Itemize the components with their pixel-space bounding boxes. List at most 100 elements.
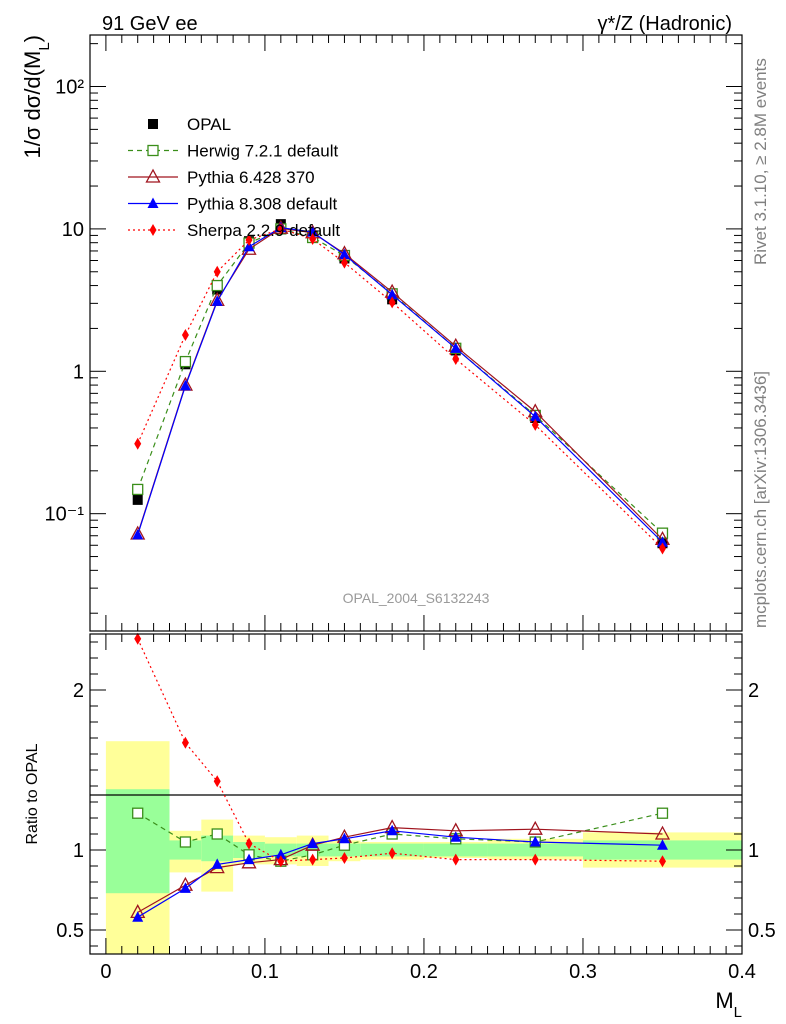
pythia-8-308-default-ratio-point	[338, 832, 350, 844]
main-y-tick-label: 10	[62, 219, 84, 241]
pythia-8-308-default-ratio-point	[132, 911, 144, 922]
herwig-7-2-1-default-point	[211, 279, 223, 292]
legend-label-pythia-6-428-370: Pythia 6.428 370	[187, 168, 315, 187]
pythia-6-428-370-ratio-point	[654, 825, 671, 840]
pythia-8-308-default-ratio-point	[529, 836, 541, 847]
legend-marker-pythia-6-428-370	[145, 168, 161, 183]
sherpa-2-2-9-default-point	[388, 296, 396, 309]
sherpa-2-2-9-default-point	[340, 256, 348, 269]
sherpa-2-2-9-default-ratio-point	[388, 847, 396, 860]
analysis-id: OPAL_2004_S6132243	[343, 590, 490, 606]
herwig-7-2-1-default-ratio-point	[179, 836, 192, 848]
ratio-y-tick-label-left: 1	[73, 840, 84, 862]
band-inner	[105, 789, 170, 894]
herwig-7-2-1-default-point	[132, 483, 144, 496]
pythia-8-308-default-ratio-point	[211, 858, 223, 869]
sherpa-2-2-9-default-point	[452, 352, 460, 365]
x-tick-label: 0.4	[728, 961, 756, 983]
ratio-y-axis-label: Ratio to OPAL	[24, 743, 41, 844]
pythia-8-308-default-point	[211, 295, 223, 306]
sherpa-2-2-9-default-point	[245, 234, 253, 247]
sherpa-2-2-9-default-ratio-point	[340, 852, 348, 864]
sherpa-2-2-9-default-line	[137, 228, 663, 549]
pythia-6-428-370-ratio-point	[527, 820, 543, 835]
pythia-8-308-default-ratio-point	[656, 839, 668, 850]
herwig-7-2-1-default-line	[137, 228, 663, 534]
sherpa-2-2-9-default-ratio-point	[531, 853, 539, 866]
sherpa-2-2-9-default-point	[658, 542, 666, 555]
pythia-8-308-default-ratio-point	[307, 837, 319, 849]
main-y-tick-label: 10²	[55, 77, 84, 99]
sherpa-2-2-9-default-point	[531, 418, 539, 431]
pythia-8-308-default-point	[179, 379, 191, 391]
ratio-series	[130, 632, 671, 922]
pythia-8-308-default-point	[386, 288, 398, 300]
pythia-8-308-default-point	[529, 410, 541, 422]
sherpa-2-2-9-default-ratio-point	[277, 855, 285, 868]
legend-label-pythia-8-308-default: Pythia 8.308 default	[187, 195, 338, 214]
pythia-8-308-default-ratio-point	[243, 853, 255, 865]
ratio-ticks: 0.5 0.5 1 1 2 2 0 0.1 0.2 0.3 0.4	[56, 634, 776, 983]
main-y-tick-label: 1	[73, 361, 84, 383]
main-y-tick-label: 10⁻¹	[45, 504, 85, 526]
sherpa-2-2-9-default-point	[277, 222, 285, 235]
herwig-7-2-1-default-ratio-point	[132, 807, 144, 819]
legend-marker-pythia-8-308-default	[147, 197, 159, 208]
legend-label-opal: OPAL	[187, 115, 231, 134]
ratio-y-tick-label-right: 2	[748, 680, 759, 702]
x-tick-label: 0	[100, 961, 111, 983]
ratio-y-tick-label-left: 2	[73, 680, 84, 702]
band-inner	[423, 843, 488, 857]
sherpa-2-2-9-default-ratio-point	[213, 775, 221, 788]
legend-label-herwig-7-2-1-default: Herwig 7.2.1 default	[187, 142, 338, 161]
x-tick-label: 0.2	[410, 961, 438, 983]
header-right: γ*/Z (Hadronic)	[598, 13, 732, 35]
legend: OPAL Herwig 7.2.1 default Pythia 6.428 370…	[128, 115, 340, 240]
legend-marker-sherpa-2-2-9-default	[149, 224, 157, 236]
sherpa-2-2-9-default-ratio-point	[134, 632, 142, 645]
opal-point	[132, 494, 143, 505]
pythia-8-308-default-point	[656, 536, 668, 547]
legend-marker-opal	[148, 119, 158, 129]
band-inner	[201, 835, 234, 862]
sherpa-2-2-9-default-ratio-point	[309, 853, 317, 866]
legend-marker-herwig-7-2-1-default	[147, 144, 159, 157]
x-tick-label: 0.3	[569, 961, 597, 983]
band-inner	[487, 843, 583, 857]
sherpa-2-2-9-default-ratio-point	[658, 855, 666, 868]
main-frame	[89, 34, 743, 632]
pythia-8-308-default-point	[307, 226, 319, 237]
sherpa-2-2-9-default-point	[213, 265, 221, 278]
ratio-y-tick-label-right: 0.5	[748, 920, 776, 942]
main-series	[130, 219, 671, 555]
sherpa-2-2-9-default-ratio-point	[452, 853, 460, 866]
sherpa-2-2-9-default-point	[134, 437, 142, 450]
main-y-axis-label: 1/σ dσ/d(ML)	[20, 35, 53, 159]
pythia-8-308-default-ratio-point	[386, 824, 398, 836]
sherpa-2-2-9-default-point	[309, 232, 317, 245]
pythia-8-308-default-ratio-point	[275, 848, 287, 860]
pythia-8-308-default-point	[450, 342, 462, 353]
ratio-y-tick-label-left: 0.5	[56, 920, 84, 942]
sherpa-2-2-9-default-point	[181, 328, 189, 341]
sherpa-2-2-9-default-ratio-point	[181, 736, 189, 749]
sherpa-2-2-9-default-ratio-point	[245, 837, 253, 850]
ratio-frame	[89, 633, 743, 955]
band-inner	[169, 840, 202, 860]
x-axis-label: ML	[715, 988, 742, 1021]
legend-label-sherpa-2-2-9-default: Sherpa 2.2.9 default	[187, 221, 340, 240]
ratio-y-tick-label-right: 1	[748, 840, 759, 862]
band-inner	[582, 840, 742, 860]
herwig-7-2-1-default-ratio-point	[656, 807, 669, 819]
pythia-8-308-default-ratio-point	[450, 831, 462, 842]
herwig-7-2-1-default-point	[179, 355, 192, 368]
mcplots-caption: mcplots.cern.ch [arXiv:1306.3436]	[751, 371, 770, 628]
pythia-8-308-default-ratio-point	[179, 882, 191, 893]
pythia-8-308-default-point	[338, 248, 350, 260]
main-ticks: 10⁻¹ 1 10 10²	[45, 35, 743, 631]
herwig-7-2-1-default-ratio-point	[211, 828, 223, 840]
header-left: 91 GeV ee	[102, 13, 198, 35]
ratio-uncertainty-bands	[105, 741, 742, 954]
rivet-caption: Rivet 3.1.10, ≥ 2.8M events	[751, 58, 770, 265]
